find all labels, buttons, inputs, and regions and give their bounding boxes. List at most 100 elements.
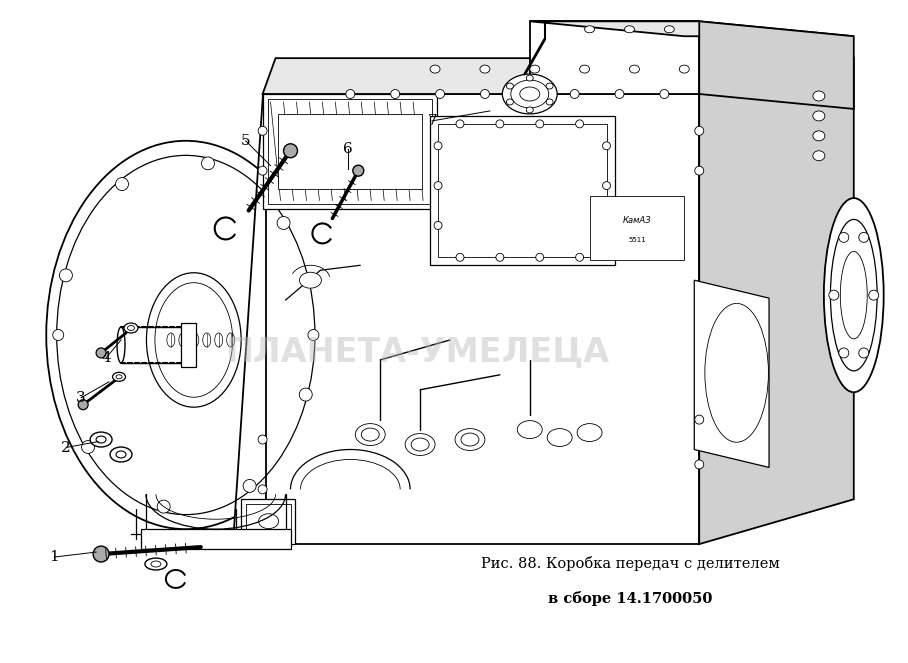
Ellipse shape (110, 447, 132, 462)
Bar (181, 323, 196, 367)
Ellipse shape (480, 65, 490, 73)
Ellipse shape (283, 144, 298, 158)
Ellipse shape (78, 400, 88, 410)
Bar (262, 94, 437, 209)
Bar (141, 529, 291, 549)
Ellipse shape (695, 127, 704, 135)
Ellipse shape (502, 74, 558, 114)
Ellipse shape (526, 90, 534, 99)
Ellipse shape (679, 65, 689, 73)
Ellipse shape (603, 221, 610, 229)
Ellipse shape (603, 142, 610, 150)
Text: 3: 3 (76, 391, 86, 404)
Ellipse shape (660, 90, 669, 99)
Ellipse shape (146, 272, 242, 407)
Ellipse shape (829, 290, 839, 300)
Ellipse shape (113, 373, 125, 381)
Ellipse shape (579, 65, 589, 73)
Ellipse shape (346, 90, 355, 99)
Ellipse shape (456, 253, 464, 261)
Ellipse shape (390, 90, 400, 99)
Ellipse shape (813, 111, 824, 121)
Ellipse shape (529, 65, 539, 73)
Ellipse shape (157, 500, 170, 513)
Ellipse shape (546, 99, 553, 105)
Ellipse shape (615, 90, 624, 99)
Polygon shape (699, 21, 854, 109)
Bar (589, 196, 685, 261)
Ellipse shape (258, 166, 267, 175)
Bar (278, 114, 422, 188)
Ellipse shape (277, 217, 290, 229)
Ellipse shape (496, 120, 504, 128)
Ellipse shape (300, 388, 312, 401)
Text: в сборе 14.1700050: в сборе 14.1700050 (548, 591, 713, 607)
Bar (246, 505, 291, 539)
Ellipse shape (456, 120, 464, 128)
Ellipse shape (308, 330, 319, 341)
Ellipse shape (665, 26, 675, 32)
Ellipse shape (839, 348, 849, 358)
Ellipse shape (434, 182, 442, 190)
Ellipse shape (243, 479, 256, 493)
Ellipse shape (353, 165, 364, 176)
Ellipse shape (869, 290, 879, 300)
Ellipse shape (115, 178, 129, 190)
Polygon shape (695, 280, 769, 467)
Text: КамАЗ: КамАЗ (623, 215, 651, 225)
Text: 7: 7 (428, 114, 437, 128)
Text: 1: 1 (49, 550, 59, 564)
Ellipse shape (813, 151, 824, 160)
Text: Рис. 88. Коробка передач с делителем: Рис. 88. Коробка передач с делителем (481, 556, 780, 572)
Ellipse shape (46, 141, 325, 529)
Ellipse shape (629, 65, 639, 73)
Ellipse shape (59, 269, 73, 282)
Ellipse shape (548, 428, 572, 446)
Polygon shape (529, 21, 854, 36)
Ellipse shape (145, 558, 167, 570)
Polygon shape (529, 21, 699, 94)
Ellipse shape (859, 233, 869, 243)
Ellipse shape (496, 253, 504, 261)
Text: 5511: 5511 (628, 237, 646, 243)
Ellipse shape (570, 90, 579, 99)
Ellipse shape (53, 330, 64, 341)
Ellipse shape (434, 142, 442, 150)
Ellipse shape (527, 107, 533, 113)
Ellipse shape (859, 348, 869, 358)
Ellipse shape (839, 233, 849, 243)
Ellipse shape (507, 83, 513, 89)
Ellipse shape (96, 348, 106, 358)
Ellipse shape (585, 26, 595, 32)
Ellipse shape (576, 120, 584, 128)
Ellipse shape (546, 83, 553, 89)
Ellipse shape (355, 424, 385, 446)
Text: 2: 2 (62, 440, 71, 455)
Ellipse shape (507, 99, 513, 105)
Ellipse shape (434, 221, 442, 229)
Ellipse shape (577, 424, 602, 442)
Ellipse shape (625, 26, 635, 32)
Ellipse shape (695, 166, 704, 175)
Polygon shape (699, 58, 854, 544)
Polygon shape (262, 58, 854, 94)
Text: 5: 5 (241, 134, 251, 148)
Ellipse shape (124, 323, 138, 333)
Ellipse shape (576, 253, 584, 261)
Ellipse shape (824, 198, 883, 392)
Text: ПЛАНЕТА-УМЕЛЕЦА: ПЛАНЕТА-УМЕЛЕЦА (226, 335, 610, 368)
Ellipse shape (117, 327, 125, 363)
Ellipse shape (527, 75, 533, 81)
Bar (268, 99, 432, 204)
Ellipse shape (695, 415, 704, 424)
Bar (430, 116, 615, 265)
Ellipse shape (82, 440, 94, 453)
Ellipse shape (813, 131, 824, 141)
Polygon shape (232, 94, 699, 544)
Ellipse shape (258, 127, 267, 135)
Ellipse shape (430, 65, 440, 73)
Ellipse shape (258, 435, 267, 444)
Ellipse shape (536, 120, 544, 128)
Ellipse shape (436, 90, 445, 99)
Ellipse shape (603, 182, 610, 190)
